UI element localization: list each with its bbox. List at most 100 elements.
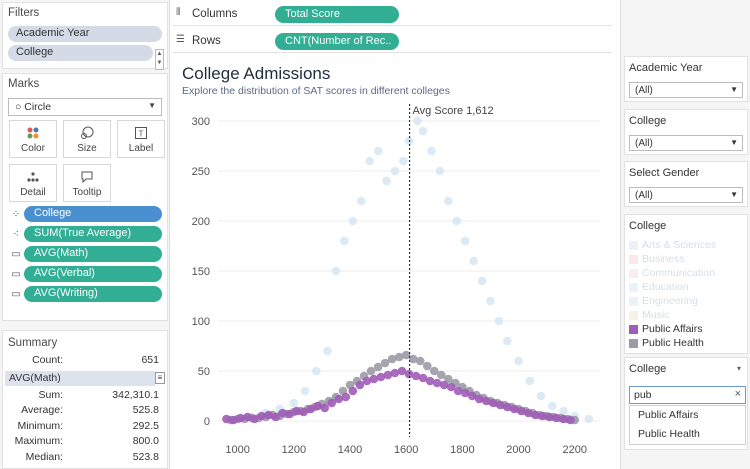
- data-point[interactable]: [341, 392, 351, 402]
- data-point[interactable]: [415, 356, 425, 366]
- menu-icon[interactable]: ≡: [155, 371, 165, 384]
- rows-pill[interactable]: CNT(Number of Rec..: [275, 33, 399, 50]
- columns-pill[interactable]: Total Score: [275, 6, 399, 23]
- data-point[interactable]: [524, 408, 533, 418]
- data-point[interactable]: [531, 410, 540, 420]
- data-point[interactable]: [271, 412, 280, 422]
- data-point[interactable]: [435, 166, 445, 176]
- data-point[interactable]: [460, 236, 470, 246]
- data-point[interactable]: [387, 354, 397, 364]
- scatter-chart[interactable]: 0 50 100 150 200 250 300 1000 1200 1400 1600 1800 20…: [172, 56, 612, 469]
- data-point[interactable]: [243, 412, 252, 422]
- data-point[interactable]: [452, 216, 462, 226]
- data-point[interactable]: [566, 415, 575, 425]
- data-point[interactable]: [460, 388, 470, 398]
- college-search-input[interactable]: pub ×: [629, 386, 746, 404]
- data-point[interactable]: [229, 415, 238, 425]
- field-pill-math[interactable]: AVG(Math): [24, 246, 162, 262]
- data-point[interactable]: [362, 376, 372, 386]
- data-point[interactable]: [313, 401, 323, 411]
- data-point[interactable]: [383, 370, 393, 380]
- data-point[interactable]: [559, 406, 568, 416]
- data-point[interactable]: [390, 166, 400, 176]
- data-point[interactable]: [559, 414, 568, 424]
- legend-item[interactable]: Education: [625, 280, 747, 294]
- data-point[interactable]: [323, 346, 332, 356]
- data-point[interactable]: [399, 156, 408, 166]
- legend-item[interactable]: Business: [625, 252, 747, 266]
- field-pill-verbal[interactable]: AVG(Verbal): [24, 266, 162, 282]
- data-point[interactable]: [536, 391, 546, 401]
- data-point[interactable]: [552, 413, 561, 423]
- data-point[interactable]: [495, 400, 505, 410]
- field-pill-writing[interactable]: AVG(Writing): [24, 286, 162, 302]
- data-point[interactable]: [331, 266, 341, 276]
- data-point[interactable]: [514, 356, 523, 366]
- data-point[interactable]: [401, 350, 411, 360]
- data-point[interactable]: [289, 398, 299, 408]
- data-point[interactable]: [488, 398, 498, 408]
- data-point[interactable]: [525, 376, 535, 386]
- field-pill-college[interactable]: College: [24, 206, 162, 222]
- data-point[interactable]: [444, 196, 453, 206]
- data-point[interactable]: [469, 256, 478, 266]
- field-pill-true-average[interactable]: SUM(True Average): [24, 226, 162, 242]
- legend-item[interactable]: Engineering: [625, 294, 747, 308]
- data-point[interactable]: [348, 216, 358, 226]
- data-point[interactable]: [503, 336, 512, 346]
- data-point[interactable]: [327, 398, 337, 408]
- data-point[interactable]: [432, 378, 442, 388]
- data-point[interactable]: [425, 376, 435, 386]
- academic-year-dropdown[interactable]: (All) ▼: [629, 82, 743, 98]
- data-point[interactable]: [365, 156, 374, 166]
- data-point[interactable]: [366, 366, 376, 376]
- gender-dropdown[interactable]: (All) ▼: [629, 187, 743, 203]
- marks-field-writing[interactable]: ▭ AVG(Writing): [8, 286, 162, 302]
- data-point[interactable]: [380, 358, 390, 368]
- data-point[interactable]: [394, 352, 404, 362]
- data-point[interactable]: [411, 371, 421, 381]
- data-point[interactable]: [510, 404, 519, 414]
- data-point[interactable]: [292, 406, 301, 416]
- filters-scrollbar[interactable]: ▲ ▼: [155, 49, 164, 70]
- data-point[interactable]: [299, 407, 308, 417]
- data-point[interactable]: [467, 391, 477, 401]
- data-point[interactable]: [306, 404, 315, 414]
- data-point[interactable]: [481, 396, 491, 406]
- data-point[interactable]: [437, 370, 446, 380]
- data-point[interactable]: [418, 126, 428, 136]
- data-point[interactable]: [369, 374, 379, 384]
- data-point[interactable]: [494, 316, 504, 326]
- mark-type-select[interactable]: ○ Circle ▼: [8, 98, 162, 116]
- data-point[interactable]: [236, 413, 245, 423]
- data-point[interactable]: [418, 373, 428, 383]
- data-point[interactable]: [390, 368, 400, 378]
- legend-item[interactable]: Public Affairs: [625, 322, 747, 336]
- filter-pill-college[interactable]: College: [8, 45, 153, 61]
- data-point[interactable]: [444, 374, 453, 384]
- data-point[interactable]: [429, 366, 439, 376]
- data-point[interactable]: [340, 236, 349, 246]
- legend-item[interactable]: Public Health: [625, 336, 747, 350]
- color-button[interactable]: Color: [9, 120, 57, 158]
- detail-button[interactable]: Detail: [9, 164, 57, 202]
- marks-field-college[interactable]: ⁘ College: [8, 206, 162, 222]
- data-point[interactable]: [373, 362, 383, 372]
- data-point[interactable]: [320, 403, 330, 413]
- data-point[interactable]: [376, 372, 386, 382]
- data-point[interactable]: [355, 380, 365, 390]
- data-point[interactable]: [584, 414, 594, 424]
- data-point[interactable]: [264, 410, 273, 420]
- marks-field-math[interactable]: ▭ AVG(Math): [8, 246, 162, 262]
- data-point[interactable]: [427, 146, 436, 156]
- data-point[interactable]: [439, 380, 449, 390]
- data-point[interactable]: [413, 116, 422, 126]
- college-dropdown[interactable]: (All) ▼: [629, 135, 743, 151]
- data-point[interactable]: [382, 176, 391, 186]
- data-point[interactable]: [538, 411, 547, 421]
- data-point[interactable]: [517, 406, 526, 416]
- data-point[interactable]: [477, 276, 487, 286]
- data-point[interactable]: [278, 408, 287, 418]
- data-point[interactable]: [348, 386, 358, 396]
- data-point[interactable]: [547, 401, 557, 411]
